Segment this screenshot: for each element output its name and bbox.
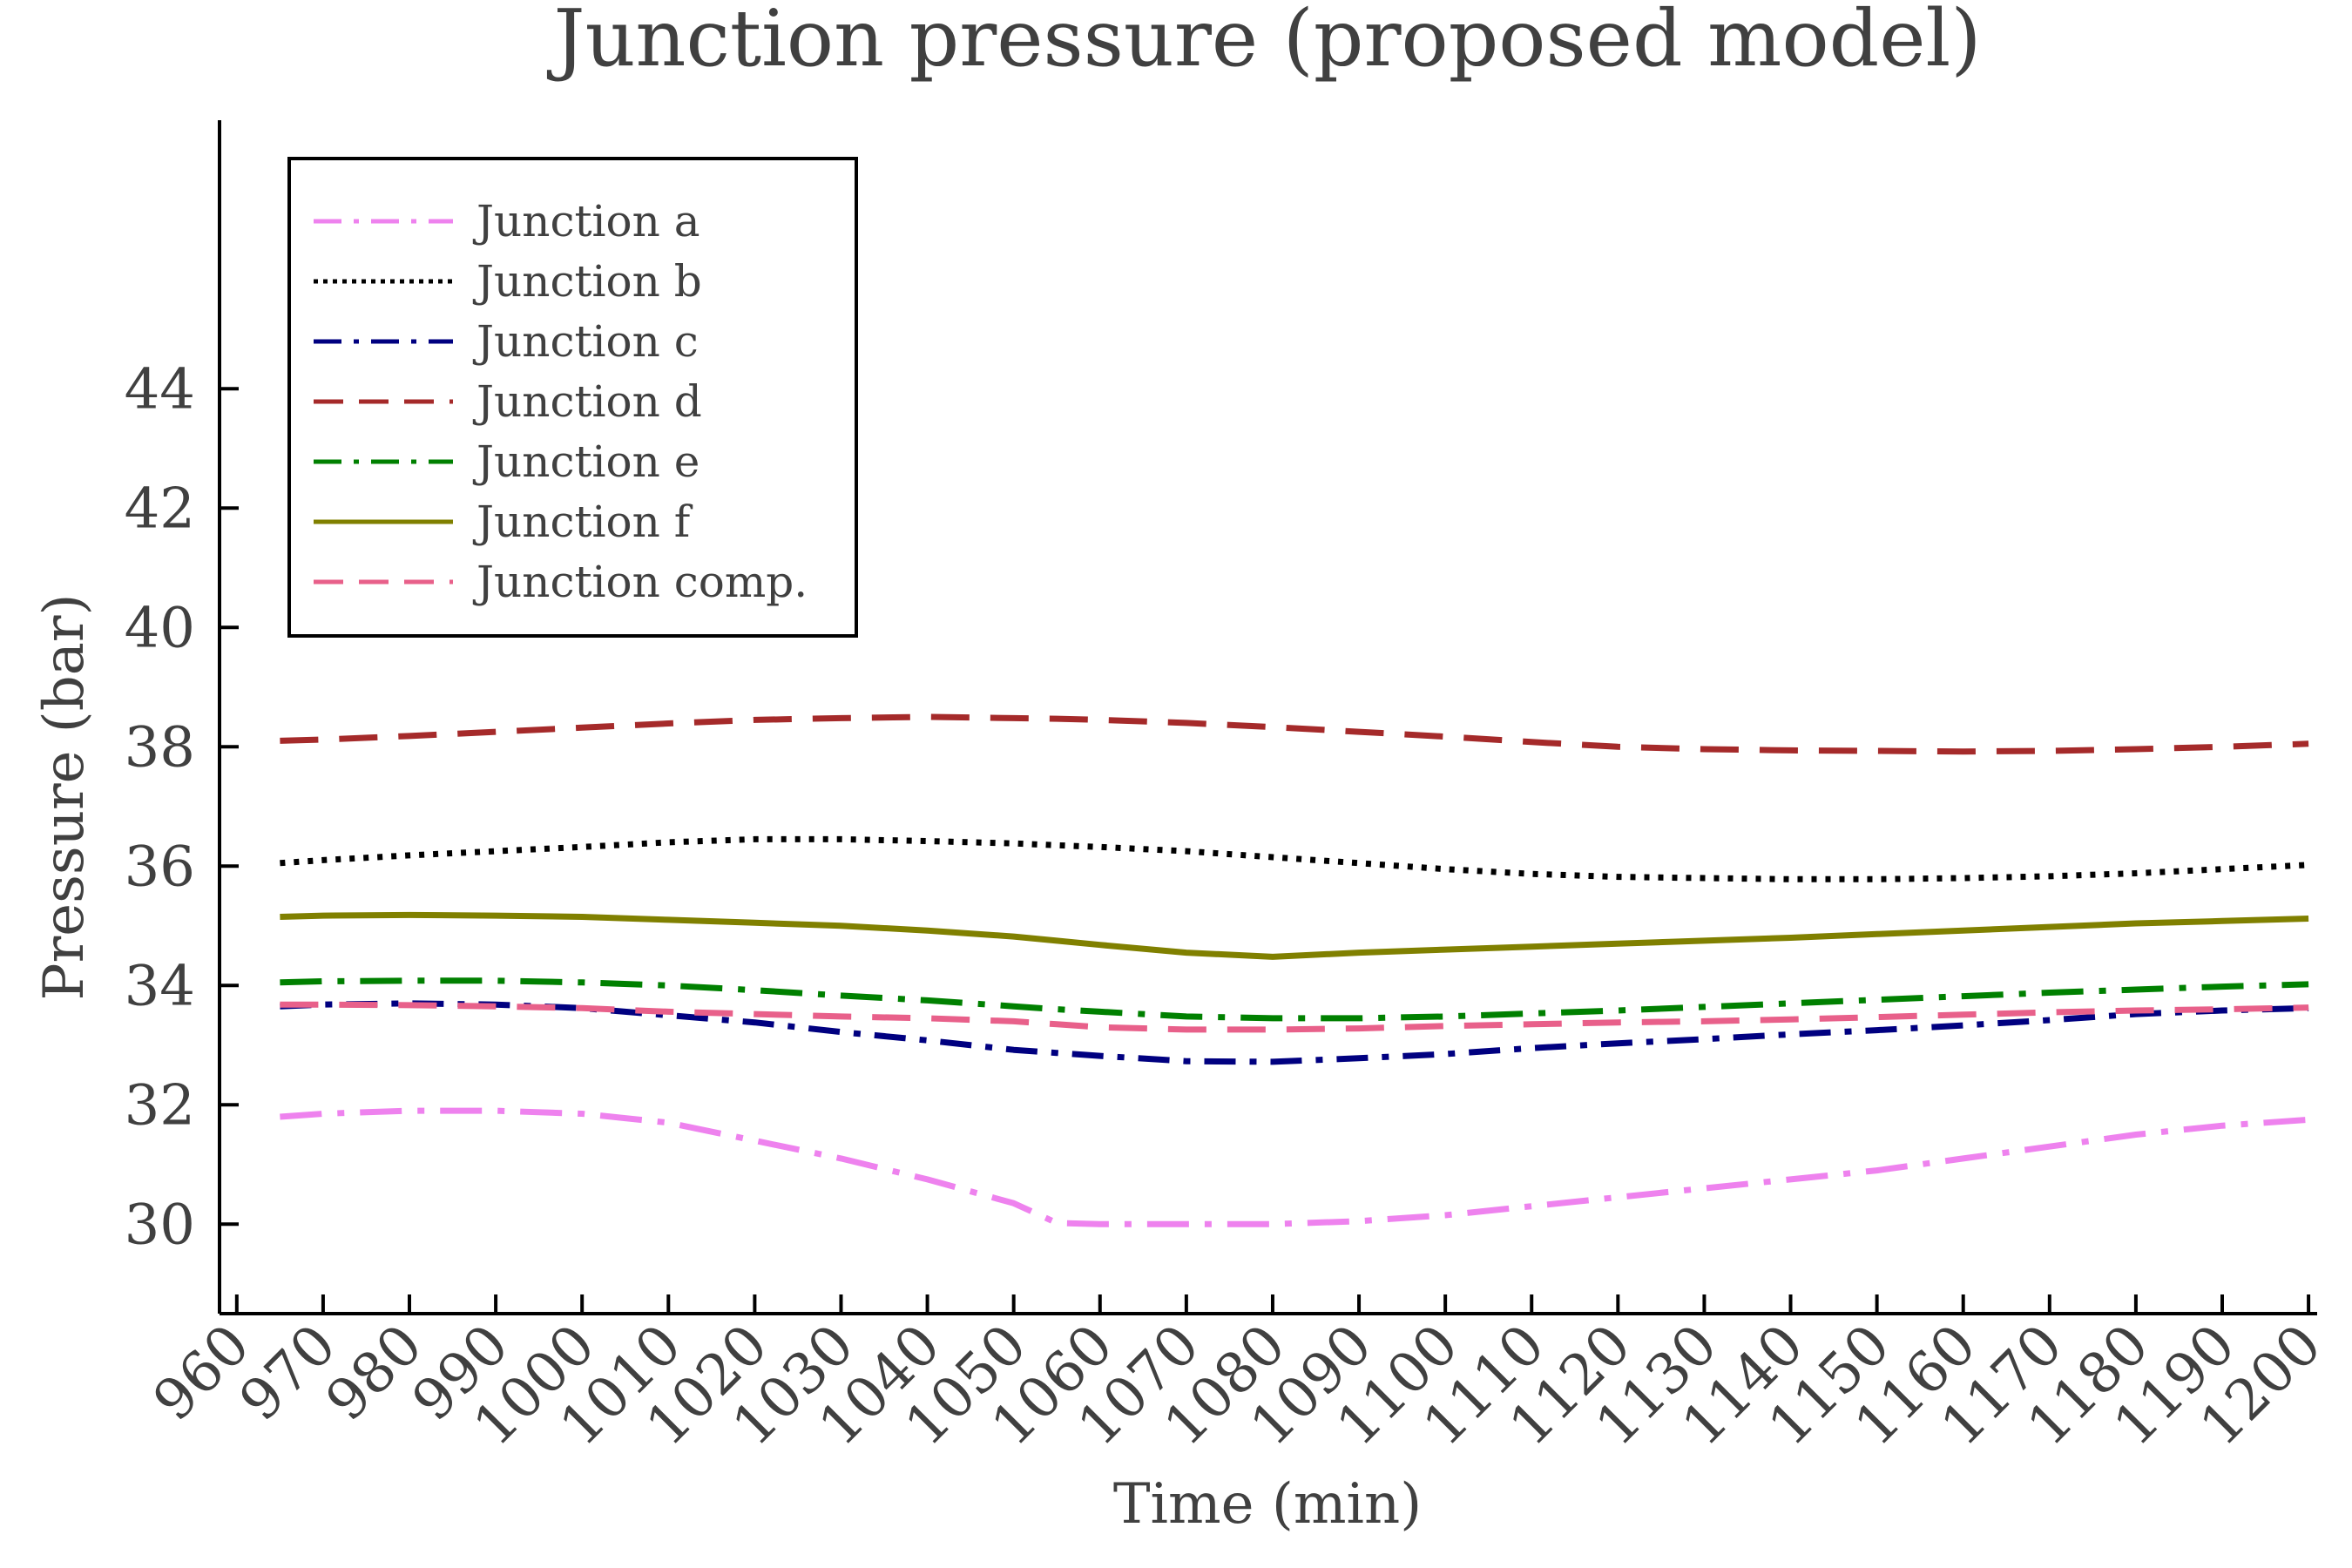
series-line <box>280 911 2309 960</box>
plot-lines <box>280 713 2309 1227</box>
legend-label: Junction c <box>472 316 699 367</box>
x-axis-label: Time (min) <box>1113 1472 1422 1537</box>
legend-label: Junction a <box>472 196 700 247</box>
legend-box <box>287 157 858 638</box>
series-line <box>280 713 2309 755</box>
y-tick-label: 42 <box>125 476 195 541</box>
legend-label: Junction d <box>472 376 702 427</box>
legend-label: Junction e <box>472 436 700 487</box>
y-axis-label: Pressure (bar) <box>32 594 97 1001</box>
y-tick-label: 44 <box>125 357 195 422</box>
legend-label: Junction b <box>472 256 702 307</box>
chart-title: Junction pressure (proposed model) <box>547 0 1982 84</box>
series-line <box>280 835 2309 882</box>
series-line <box>280 1001 2309 1033</box>
y-tick-label: 32 <box>125 1073 195 1138</box>
series-line <box>280 1107 2309 1227</box>
y-tick-label: 40 <box>125 596 195 660</box>
legend-label: Junction f <box>472 497 693 547</box>
y-tick-label: 30 <box>125 1193 195 1257</box>
legend-label: Junction comp. <box>472 557 808 607</box>
y-tick-label: 36 <box>125 835 195 899</box>
y-tick-label: 38 <box>125 715 195 780</box>
legend: Junction a Junction b Junction c Junction d… <box>287 157 858 638</box>
y-tick-label: 34 <box>125 954 195 1018</box>
